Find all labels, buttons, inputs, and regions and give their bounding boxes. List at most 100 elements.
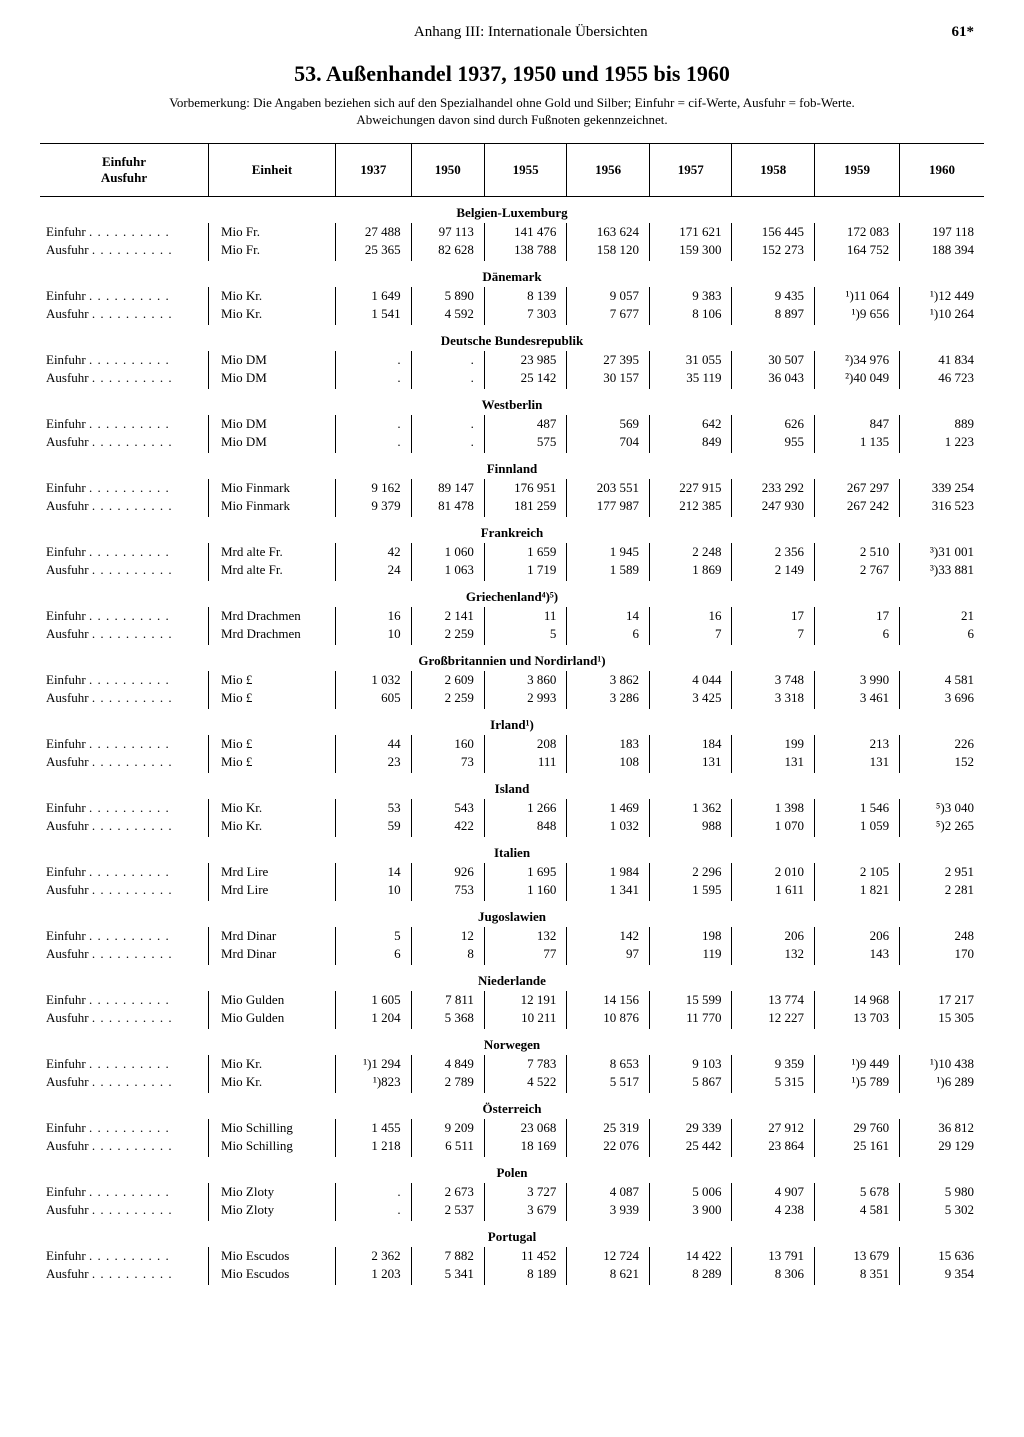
value-cell: 5	[336, 927, 412, 945]
row-label: Einfuhr	[40, 863, 209, 881]
value-cell: 9 383	[649, 287, 732, 305]
value-cell: 3 860	[484, 671, 567, 689]
value-cell: .	[336, 1201, 412, 1221]
value-cell: 247 930	[732, 497, 815, 517]
table-row: Ausfuhr Mrd alte Fr.241 0631 7191 5891 8…	[40, 561, 984, 581]
value-cell: 131	[815, 753, 900, 773]
value-cell: 5 517	[567, 1073, 650, 1093]
value-cell: 1 869	[649, 561, 732, 581]
value-cell: 4 238	[732, 1201, 815, 1221]
table-row: Einfuhr Mio DM..487569642626847889	[40, 415, 984, 433]
country-header: Großbritannien und Nordirland¹)	[40, 645, 984, 671]
value-cell: 3 696	[900, 689, 984, 709]
value-cell: 25 365	[336, 241, 412, 261]
country-header: Niederlande	[40, 965, 984, 991]
value-cell: 10	[336, 881, 412, 901]
row-label: Ausfuhr	[40, 1265, 209, 1285]
col-header-year: 1956	[567, 143, 650, 196]
value-cell: 15 636	[900, 1247, 984, 1265]
value-cell: 152	[900, 753, 984, 773]
value-cell: 1 649	[336, 287, 412, 305]
country-header: Polen	[40, 1157, 984, 1183]
value-cell: .	[336, 433, 412, 453]
value-cell: 17	[732, 607, 815, 625]
value-cell: 1 218	[336, 1137, 412, 1157]
value-cell: .	[411, 433, 484, 453]
value-cell: 13 774	[732, 991, 815, 1009]
value-cell: 30 157	[567, 369, 650, 389]
value-cell: ⁵)3 040	[900, 799, 984, 817]
value-cell: 4 592	[411, 305, 484, 325]
row-label: Ausfuhr	[40, 689, 209, 709]
value-cell: 13 679	[815, 1247, 900, 1265]
value-cell: 11 452	[484, 1247, 567, 1265]
unit-cell: Mio DM	[209, 415, 336, 433]
value-cell: 5 315	[732, 1073, 815, 1093]
value-cell: 1 204	[336, 1009, 412, 1029]
value-cell: .	[336, 351, 412, 369]
unit-cell: Mio Schilling	[209, 1119, 336, 1137]
col-header-unit: Einheit	[209, 143, 336, 196]
value-cell: 208	[484, 735, 567, 753]
row-label: Einfuhr	[40, 1119, 209, 1137]
value-cell: 2 259	[411, 689, 484, 709]
value-cell: 704	[567, 433, 650, 453]
value-cell: 206	[815, 927, 900, 945]
row-label: Einfuhr	[40, 543, 209, 561]
table-row: Ausfuhr Mio DM..5757048499551 1351 223	[40, 433, 984, 453]
value-cell: 1 362	[649, 799, 732, 817]
value-cell: 1 984	[567, 863, 650, 881]
value-cell: 188 394	[900, 241, 984, 261]
row-label: Ausfuhr	[40, 497, 209, 517]
value-cell: ¹)9 656	[815, 305, 900, 325]
value-cell: 8 139	[484, 287, 567, 305]
row-label: Einfuhr	[40, 1055, 209, 1073]
value-cell: 233 292	[732, 479, 815, 497]
col-header-year: 1937	[336, 143, 412, 196]
col-header-year: 1958	[732, 143, 815, 196]
country-header: Island	[40, 773, 984, 799]
row-label: Ausfuhr	[40, 1137, 209, 1157]
unit-cell: Mio Zloty	[209, 1201, 336, 1221]
table-row: Einfuhr Mrd Drachmen162 141111416171721	[40, 607, 984, 625]
value-cell: 267 297	[815, 479, 900, 497]
table-row: Ausfuhr Mio Kr.1 5414 5927 3037 6778 106…	[40, 305, 984, 325]
country-header: Belgien-Luxemburg	[40, 196, 984, 223]
unit-cell: Mio Kr.	[209, 1073, 336, 1093]
value-cell: 2 105	[815, 863, 900, 881]
value-cell: 164 752	[815, 241, 900, 261]
value-cell: 2 609	[411, 671, 484, 689]
value-cell: 10	[336, 625, 412, 645]
value-cell: 138 788	[484, 241, 567, 261]
value-cell: 1 541	[336, 305, 412, 325]
value-cell: 36 812	[900, 1119, 984, 1137]
value-cell: ¹)5 789	[815, 1073, 900, 1093]
country-header: Deutsche Bundesrepublik	[40, 325, 984, 351]
table-row: Ausfuhr Mio Fr.25 36582 628138 788158 12…	[40, 241, 984, 261]
value-cell: 203 551	[567, 479, 650, 497]
value-cell: 42	[336, 543, 412, 561]
value-cell: .	[411, 351, 484, 369]
row-label: Einfuhr	[40, 927, 209, 945]
value-cell: 152 273	[732, 241, 815, 261]
value-cell: 212 385	[649, 497, 732, 517]
page-header: Anhang III: Internationale Übersichten 6…	[40, 24, 984, 45]
table-row: Ausfuhr Mio £6052 2592 9933 2863 4253 31…	[40, 689, 984, 709]
table-row: Ausfuhr Mio Gulden1 2045 36810 21110 876…	[40, 1009, 984, 1029]
value-cell: 36 043	[732, 369, 815, 389]
value-cell: 2 010	[732, 863, 815, 881]
value-cell: 227 915	[649, 479, 732, 497]
value-cell: 13 791	[732, 1247, 815, 1265]
value-cell: 8 189	[484, 1265, 567, 1285]
value-cell: 156 445	[732, 223, 815, 241]
value-cell: 4 522	[484, 1073, 567, 1093]
row-label: Ausfuhr	[40, 305, 209, 325]
value-cell: 2 141	[411, 607, 484, 625]
value-cell: 1 398	[732, 799, 815, 817]
value-cell: 926	[411, 863, 484, 881]
value-cell: 172 083	[815, 223, 900, 241]
value-cell: ¹)10 264	[900, 305, 984, 325]
value-cell: ³)33 881	[900, 561, 984, 581]
value-cell: 7 677	[567, 305, 650, 325]
row-label: Ausfuhr	[40, 1009, 209, 1029]
